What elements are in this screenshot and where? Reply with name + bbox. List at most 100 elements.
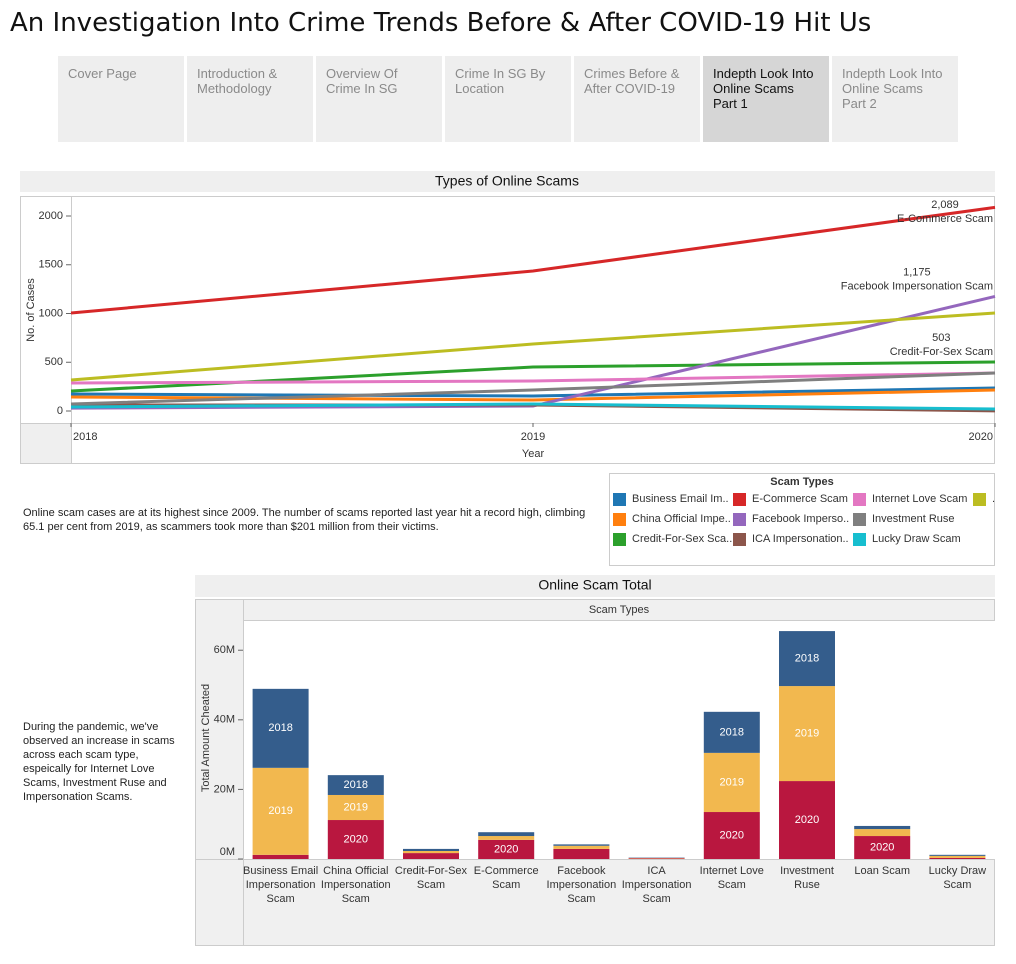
segment-label: 2020 (494, 843, 518, 855)
title-bar (20, 171, 995, 192)
y-tick-label: 0 (57, 405, 63, 417)
bar-segment (779, 686, 835, 782)
x-tick-label: Lucky Draw Scam (928, 865, 987, 891)
segment-label: 2020 (795, 814, 819, 826)
y-tick-label: 20M (214, 783, 235, 795)
bar-segment (703, 812, 760, 859)
legend-swatch (613, 513, 626, 526)
bar-segment (478, 839, 535, 859)
x-tick-label: China Official Impersonation Scam (320, 865, 391, 905)
bar-segment (703, 711, 760, 753)
series-line (70, 311, 996, 382)
bar-segment (478, 836, 535, 840)
legend-swatch (853, 493, 866, 506)
legend-swatch (853, 533, 866, 546)
value-label: 2,089 (931, 199, 959, 211)
bar-segment (252, 854, 309, 859)
x-tick-label: 2018 (73, 431, 97, 443)
x-tick-label: 2019 (521, 431, 545, 443)
bar-segment (929, 854, 986, 856)
legend-label: Internet Love Scam (872, 493, 967, 505)
legend-swatch (973, 493, 986, 506)
y-tick-label: 40M (214, 714, 235, 726)
end-label: E-Commerce Scam (897, 213, 993, 225)
chart-title: Types of Online Scams (435, 173, 579, 189)
series-line (70, 371, 996, 406)
x-tick-label: Credit-For-Sex Scam (394, 865, 468, 891)
y-tick-label: 0M (220, 846, 235, 858)
nav-tab[interactable]: Crimes Before & After COVID-19 (574, 56, 700, 142)
nav-tab[interactable]: Indepth Look Into Online Scams Part 1 (703, 56, 829, 142)
segment-label: 2018 (720, 726, 744, 738)
value-label: 503 (932, 332, 950, 344)
x-tick-label: Investment Ruse (780, 865, 834, 891)
legend-swatch (613, 533, 626, 546)
legend-label: Facebook Imperso.. (752, 513, 849, 525)
bar-segment (327, 794, 384, 821)
series-line (70, 371, 996, 385)
legend-box (609, 473, 995, 566)
legend-swatch (733, 513, 746, 526)
bar-segment (628, 858, 685, 859)
bar-segment (929, 857, 986, 859)
frame (20, 196, 995, 464)
segment-label: 2019 (344, 801, 368, 813)
legend-label: E-Commerce Scam (752, 493, 848, 505)
bar-segment (779, 781, 835, 859)
legend-swatch (613, 493, 626, 506)
legend-label: ICA Impersonation.. (752, 533, 849, 545)
legend-label: Business Email Im.. (632, 493, 729, 505)
y-tick-label: 2000 (39, 210, 63, 222)
segment-label: 2018 (344, 779, 368, 791)
legend-label: China Official Impe.. (632, 513, 731, 525)
end-label: Credit-For-Sex Scam (890, 346, 993, 358)
bar-segment (403, 848, 459, 851)
legend-swatch (733, 533, 746, 546)
bar-segment (252, 767, 309, 855)
y-tick-label: 1000 (39, 307, 63, 319)
bar-segment (252, 688, 309, 768)
legend-title: Scam Types (770, 476, 833, 488)
axis-panel (21, 423, 71, 463)
legend-swatch (733, 493, 746, 506)
series-line (70, 386, 996, 398)
chart-title: Online Scam Total (538, 577, 651, 593)
column-header: Scam Types (589, 604, 650, 616)
plot (70, 205, 996, 413)
bar-segment (703, 752, 760, 813)
nav-tab[interactable]: Crime In SG By Location (445, 56, 571, 142)
bar-segment (854, 825, 911, 830)
x-tick-label: Internet Love Scam (699, 865, 764, 891)
y-tick-label: 500 (45, 356, 63, 368)
segment-label: 2019 (268, 805, 292, 817)
nav-tab[interactable]: Indepth Look Into Online Scams Part 2 (832, 56, 958, 142)
series-line (70, 402, 996, 411)
nav-tab[interactable]: Overview Of Crime In SG (316, 56, 442, 142)
y-axis-label: No. of Cases (25, 278, 37, 342)
x-tick-label: Business Email Impersonation Scam (243, 865, 319, 905)
x-tick-label: ICA Impersonation Scam (621, 865, 692, 905)
legend-label: Credit-For-Sex Sca.. (632, 533, 732, 545)
bar-segment (553, 845, 610, 849)
x-axis-label: Year (522, 448, 545, 460)
bar-segment (779, 631, 835, 687)
x-tick-label: Facebook Impersonation Scam (546, 865, 617, 905)
x-tick-label: E-Commerce Scam (473, 865, 539, 891)
series-line (70, 205, 996, 315)
bar-segment (929, 855, 986, 858)
nav-tab[interactable]: Introduction & Methodology (187, 56, 313, 142)
bar-segment (553, 844, 610, 846)
segment-label: 2019 (720, 776, 744, 788)
bar-segment (478, 832, 535, 837)
bar-segment (403, 850, 459, 854)
bar-segment (403, 853, 459, 859)
legend-label: . (992, 493, 995, 505)
title-bar (195, 575, 995, 597)
note-text: During the pandemic, we've observed an i… (23, 721, 175, 803)
x-tick-label: 2020 (969, 431, 993, 443)
legend-swatch (853, 513, 866, 526)
y-tick-label: 1500 (39, 259, 63, 271)
y-axis-label: Total Amount Cheated (200, 684, 212, 792)
nav-tab[interactable]: Cover Page (58, 56, 184, 142)
